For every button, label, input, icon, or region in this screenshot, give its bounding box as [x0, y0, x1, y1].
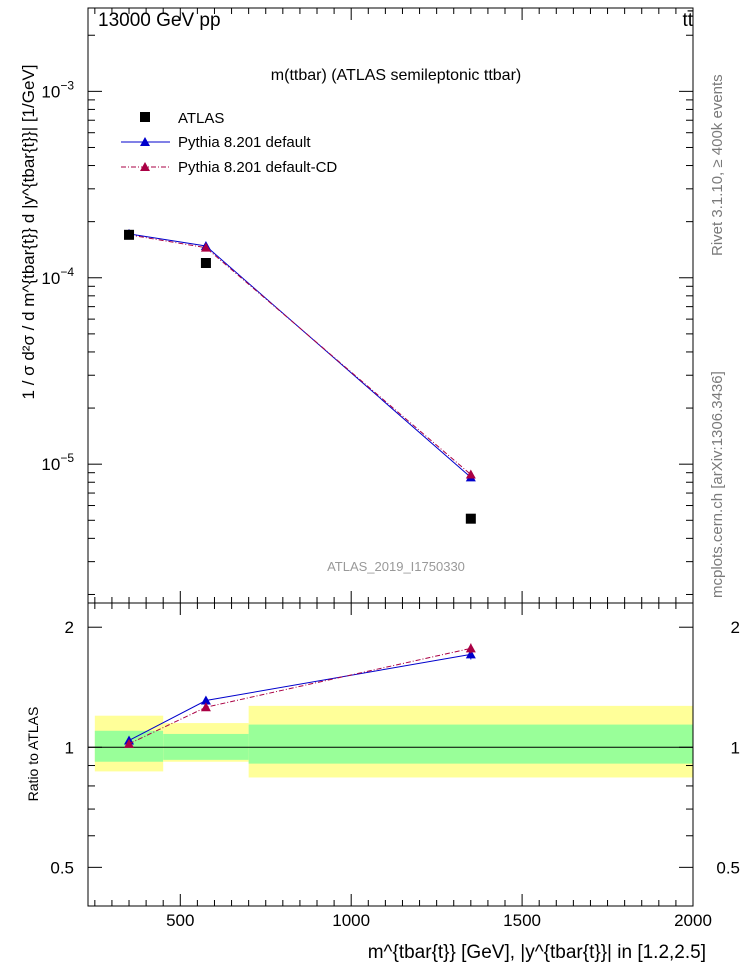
- y-tick-label-main: 10−4: [41, 265, 74, 288]
- atlas-data-point: [124, 229, 135, 240]
- legend-label-pythia-cd: Pythia 8.201 default-CD: [178, 159, 337, 176]
- mcplots-label: mcplots.cern.ch [arXiv:1306.3436]: [709, 371, 726, 598]
- pythia-cd-point: [200, 242, 211, 252]
- ratio-uncertainty-bands: [88, 705, 693, 778]
- legend-marker-atlas: [140, 112, 150, 122]
- pythia-cd-point: [465, 469, 476, 479]
- x-tick-label: 1000: [332, 911, 370, 930]
- ratio-plot-frame: [87, 602, 694, 907]
- y-tick-label-ratio: 1: [65, 738, 74, 757]
- y-tick-label-ratio: 2: [65, 618, 74, 637]
- y-tick-label-ratio-right: 0.5: [716, 858, 740, 877]
- legend-marker-pythia-cd: [140, 162, 150, 171]
- main-plot-frame: [87, 7, 694, 604]
- legend: ATLAS Pythia 8.201 default Pythia 8.201 …: [121, 110, 337, 176]
- legend-label-atlas: ATLAS: [178, 110, 224, 127]
- legend-label-pythia-default: Pythia 8.201 default: [178, 134, 311, 151]
- atlas-data-point: [200, 258, 211, 269]
- ratio-pythia-cd-point: [465, 643, 476, 653]
- ratio-band-inner: [248, 724, 693, 764]
- y-tick-label-ratio-right: 2: [731, 618, 740, 637]
- ratio-pythia-cd-point: [200, 702, 211, 712]
- ratio-pythia-default-point: [200, 695, 211, 705]
- analysis-watermark: ATLAS_2019_I1750330: [327, 559, 465, 574]
- ratio-pythia-default-point: [465, 649, 476, 659]
- pythia-default-line: [128, 233, 472, 478]
- y-tick-label-ratio: 0.5: [50, 858, 74, 877]
- plot-title: m(ttbar) (ATLAS semileptonic ttbar): [271, 67, 521, 84]
- y-tick-label-main: 10−3: [41, 78, 74, 101]
- ratio-pythia-cd-point: [124, 738, 135, 748]
- x-tick-label: 2000: [674, 911, 712, 930]
- pythia-cd-line: [128, 234, 472, 475]
- x-tick-label: 1500: [503, 911, 541, 930]
- y-tick-label-main: 10−5: [41, 451, 74, 474]
- legend-marker-pythia-default: [140, 137, 150, 146]
- y-axis-label-ratio: Ratio to ATLAS: [25, 707, 41, 802]
- rivet-version-label: Rivet 3.1.10, ≥ 400k events: [709, 74, 726, 256]
- y-axis-label-main: 1 / σ d²σ / d m^{tbar{t}} d |y^{tbar{t}}…: [19, 65, 38, 400]
- x-tick-label: 500: [166, 911, 194, 930]
- header-right-label: tt̄: [682, 10, 693, 31]
- x-axis-label: m^{tbar{t}} [GeV], |y^{tbar{t}}| in [1.2…: [368, 942, 706, 963]
- y-tick-label-ratio-right: 1: [731, 738, 740, 757]
- header-left-label: 13000 GeV pp: [98, 10, 221, 31]
- axes-ticks: 500 1000 1500 2000 10−5 10−4 10−3 0.5 0.5 1 1 2 2: [41, 8, 740, 930]
- data-marks: [124, 228, 476, 748]
- atlas-data-point: [465, 513, 476, 524]
